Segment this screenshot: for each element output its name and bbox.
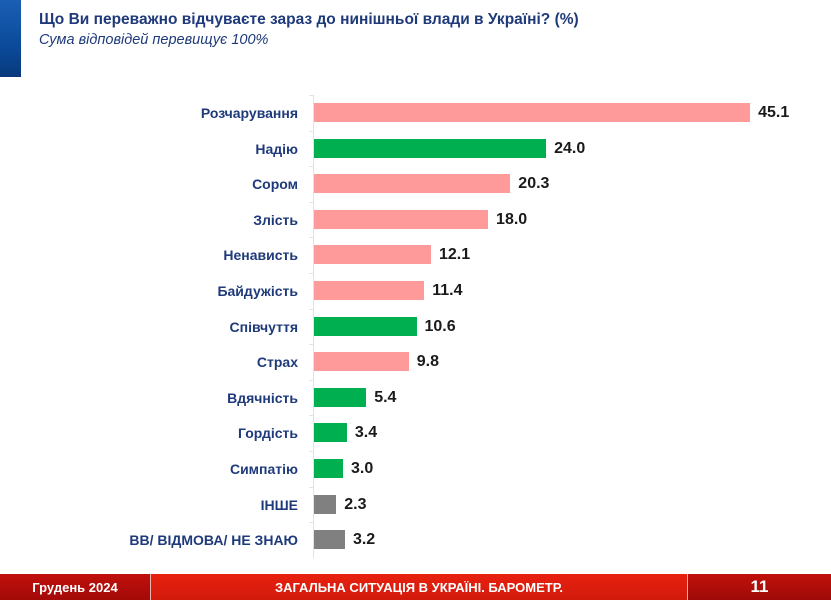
axis-tick xyxy=(309,344,314,346)
chart-row: Ненависть 12.1 xyxy=(0,245,831,267)
value-label: 11.4 xyxy=(432,282,463,299)
category-label: Симпатію xyxy=(229,461,298,477)
bar-chart: Розчарування 45.1 Надію 24.0 Сором 20.3 Злість… xyxy=(0,95,831,558)
bar xyxy=(314,245,431,265)
value-label: 3.4 xyxy=(354,424,378,442)
value-label: 9.8 xyxy=(416,353,440,371)
axis-tick xyxy=(309,308,314,310)
value-label: 24.0 xyxy=(554,139,586,157)
chart-row: Співчуття 10.6 xyxy=(0,316,831,339)
header-accent-bar xyxy=(0,0,21,77)
chart-row: Розчарування 45.1 xyxy=(0,103,831,125)
category-label: Сором xyxy=(252,176,298,193)
value-label: 10.6 xyxy=(424,317,456,335)
chart-row: Гордість 3.4 xyxy=(0,423,831,445)
chart-title: Що Ви переважно відчуваєте зараз до нині… xyxy=(39,11,579,28)
chart-row: Страх 9.8 xyxy=(0,352,831,374)
chart-row: Злість 18.0 xyxy=(0,209,831,232)
category-label: Злість xyxy=(253,211,298,228)
bar xyxy=(314,138,547,158)
bar xyxy=(314,423,347,443)
value-label: 45.1 xyxy=(758,104,790,121)
chart-row: Надію 24.0 xyxy=(0,138,831,161)
bar xyxy=(314,103,751,122)
value-label: 12.1 xyxy=(439,246,471,264)
chart-row: Байдужість 11.4 xyxy=(0,281,831,303)
axis-tick xyxy=(309,486,314,488)
chart-row: ВВ/ ВІДМОВА/ НЕ ЗНАЮ 3.2 xyxy=(0,530,831,552)
axis-tick xyxy=(309,415,314,417)
category-axis-line xyxy=(313,96,314,558)
value-label: 18.0 xyxy=(496,210,528,228)
axis-tick xyxy=(309,237,314,239)
chart-row: Сором 20.3 xyxy=(0,174,831,196)
bar xyxy=(314,494,337,514)
category-label: Ненависть xyxy=(223,247,298,264)
category-label: ВВ/ ВІДМОВА/ НЕ ЗНАЮ xyxy=(129,532,298,549)
axis-tick xyxy=(309,95,314,96)
category-label: Надію xyxy=(255,140,298,157)
footer-date: Грудень 2024 xyxy=(0,574,151,600)
bar xyxy=(314,316,417,336)
bar xyxy=(314,174,511,194)
category-label: Гордість xyxy=(237,425,298,442)
axis-tick xyxy=(309,130,314,132)
bar xyxy=(314,387,367,407)
axis-tick xyxy=(309,379,314,381)
axis-tick xyxy=(309,201,314,203)
value-label: 3.0 xyxy=(351,460,374,477)
bar xyxy=(314,530,345,550)
bar xyxy=(314,281,425,300)
chart-subtitle: Сума відповідей перевищує 100% xyxy=(39,32,269,48)
bar xyxy=(314,352,409,372)
axis-tick xyxy=(309,522,314,524)
value-label: 20.3 xyxy=(518,175,550,193)
bar xyxy=(314,459,343,478)
footer-section-title: ЗАГАЛЬНА СИТУАЦІЯ В УКРАЇНІ. БАРОМЕТР. xyxy=(151,574,687,600)
value-label: 5.4 xyxy=(374,388,397,406)
category-label: Співчуття xyxy=(229,318,299,335)
category-label: Байдужість xyxy=(217,283,298,299)
value-label: 2.3 xyxy=(344,495,367,513)
chart-row: Симпатію 3.0 xyxy=(0,459,831,481)
bar xyxy=(314,209,489,229)
category-label: Розчарування xyxy=(200,105,298,121)
axis-tick xyxy=(309,451,314,452)
category-label: Вдячність xyxy=(227,389,298,406)
chart-row: ІНШЕ 2.3 xyxy=(0,494,831,517)
category-label: Страх xyxy=(256,354,298,371)
page-number: 11 xyxy=(687,574,831,600)
chart-row: Вдячність 5.4 xyxy=(0,387,831,410)
category-label: ІНШЕ xyxy=(260,496,298,513)
axis-tick xyxy=(309,273,314,274)
footer-bar: Грудень 2024 ЗАГАЛЬНА СИТУАЦІЯ В УКРАЇНІ… xyxy=(0,574,831,600)
axis-tick xyxy=(309,166,314,168)
value-label: 3.2 xyxy=(352,531,376,549)
